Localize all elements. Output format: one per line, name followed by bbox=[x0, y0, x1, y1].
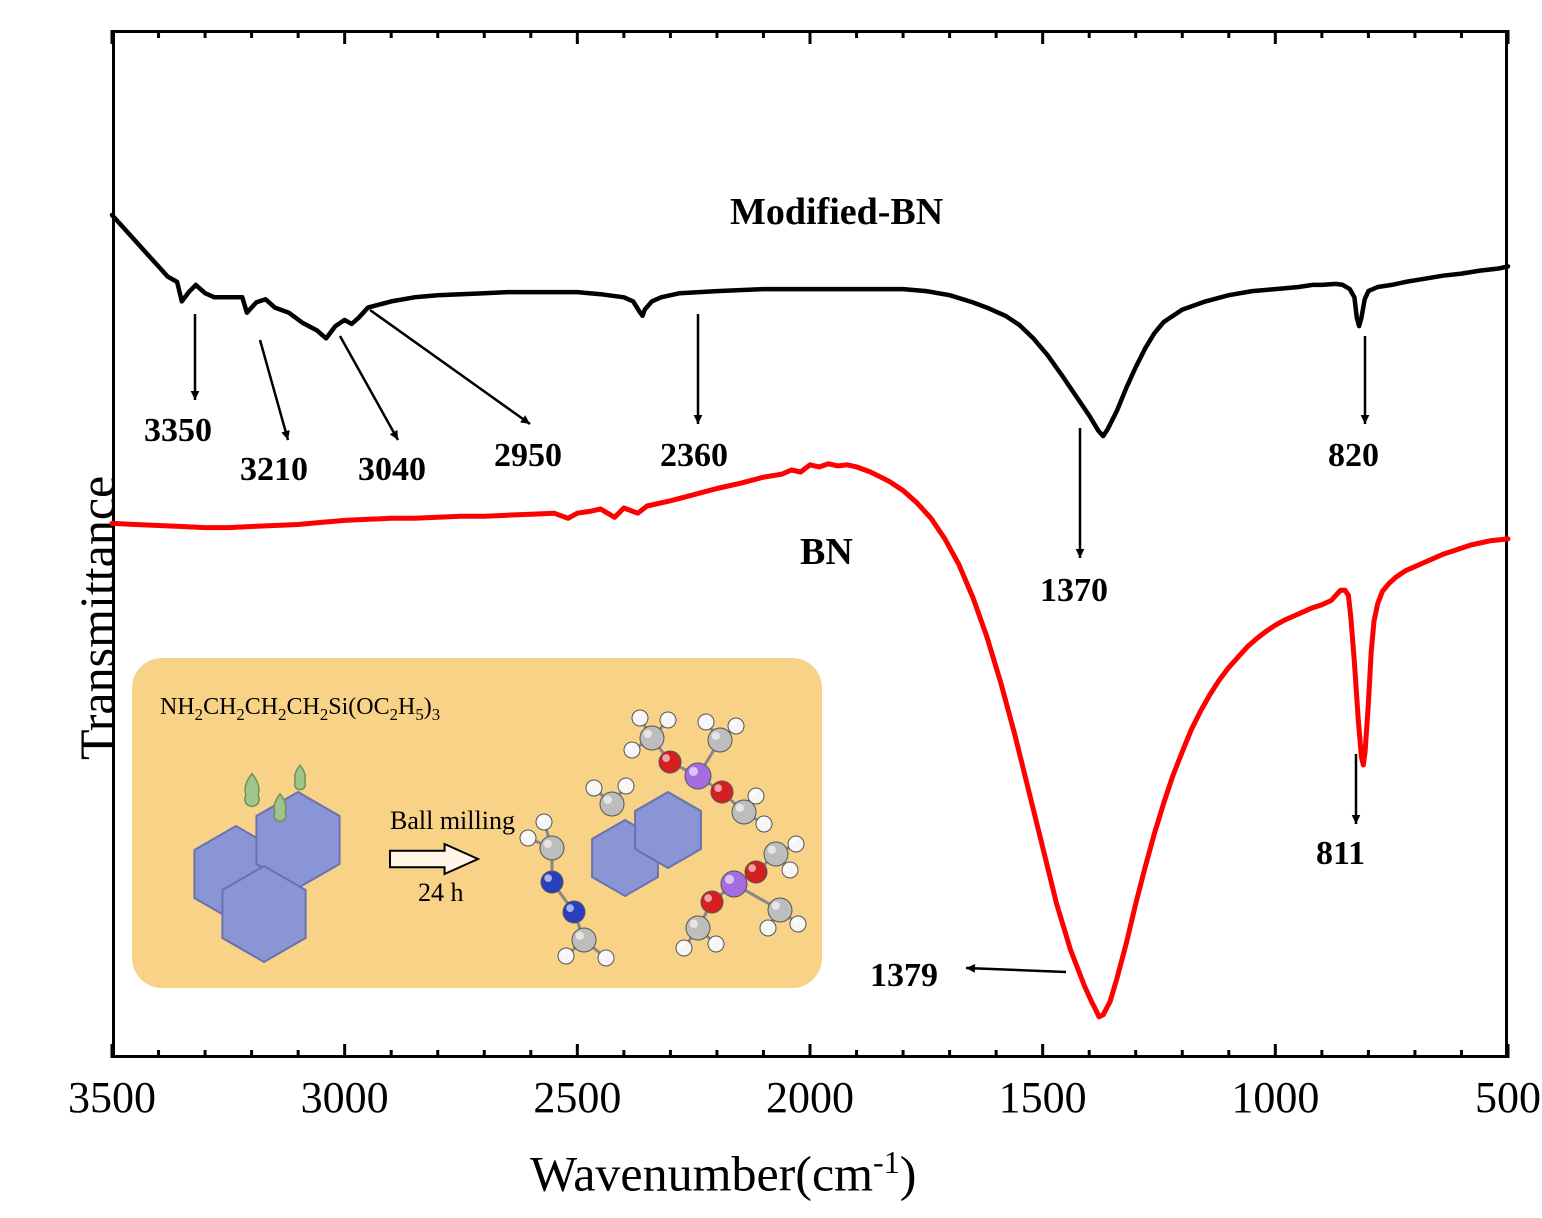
inset-arrow-label-bottom: 24 h bbox=[418, 878, 464, 908]
series-label-modified-bn: Modified-BN bbox=[730, 190, 943, 234]
inset-arrow-label-top: Ball milling bbox=[390, 806, 515, 836]
peak-label: 3040 bbox=[358, 451, 426, 489]
x-tick-label: 1500 bbox=[993, 1072, 1093, 1123]
peak-label: 811 bbox=[1316, 835, 1365, 873]
x-tick-label: 1000 bbox=[1225, 1072, 1325, 1123]
inset-panel: NH2CH2CH2CH2Si(OC2H5)3 Ball milling 24 h bbox=[132, 658, 822, 988]
peak-label: 3210 bbox=[240, 451, 308, 489]
x-tick-label: 2500 bbox=[527, 1072, 627, 1123]
peak-label: 2360 bbox=[660, 437, 728, 475]
inset-formula: NH2CH2CH2CH2Si(OC2H5)3 bbox=[160, 694, 440, 725]
peak-label: 3350 bbox=[144, 412, 212, 450]
figure-root: Transmittance Wavenumber(cm-1) 350030002… bbox=[0, 0, 1542, 1218]
x-tick-label: 500 bbox=[1458, 1072, 1542, 1123]
plot-svg bbox=[0, 0, 1542, 1218]
x-tick-label: 3500 bbox=[62, 1072, 162, 1123]
peak-label: 1370 bbox=[1040, 572, 1108, 610]
series-label-bn: BN bbox=[800, 530, 853, 574]
peak-label: 820 bbox=[1328, 437, 1379, 475]
x-tick-label: 3000 bbox=[295, 1072, 395, 1123]
x-tick-label: 2000 bbox=[760, 1072, 860, 1123]
peak-label: 1379 bbox=[870, 957, 938, 995]
peak-label: 2950 bbox=[494, 437, 562, 475]
